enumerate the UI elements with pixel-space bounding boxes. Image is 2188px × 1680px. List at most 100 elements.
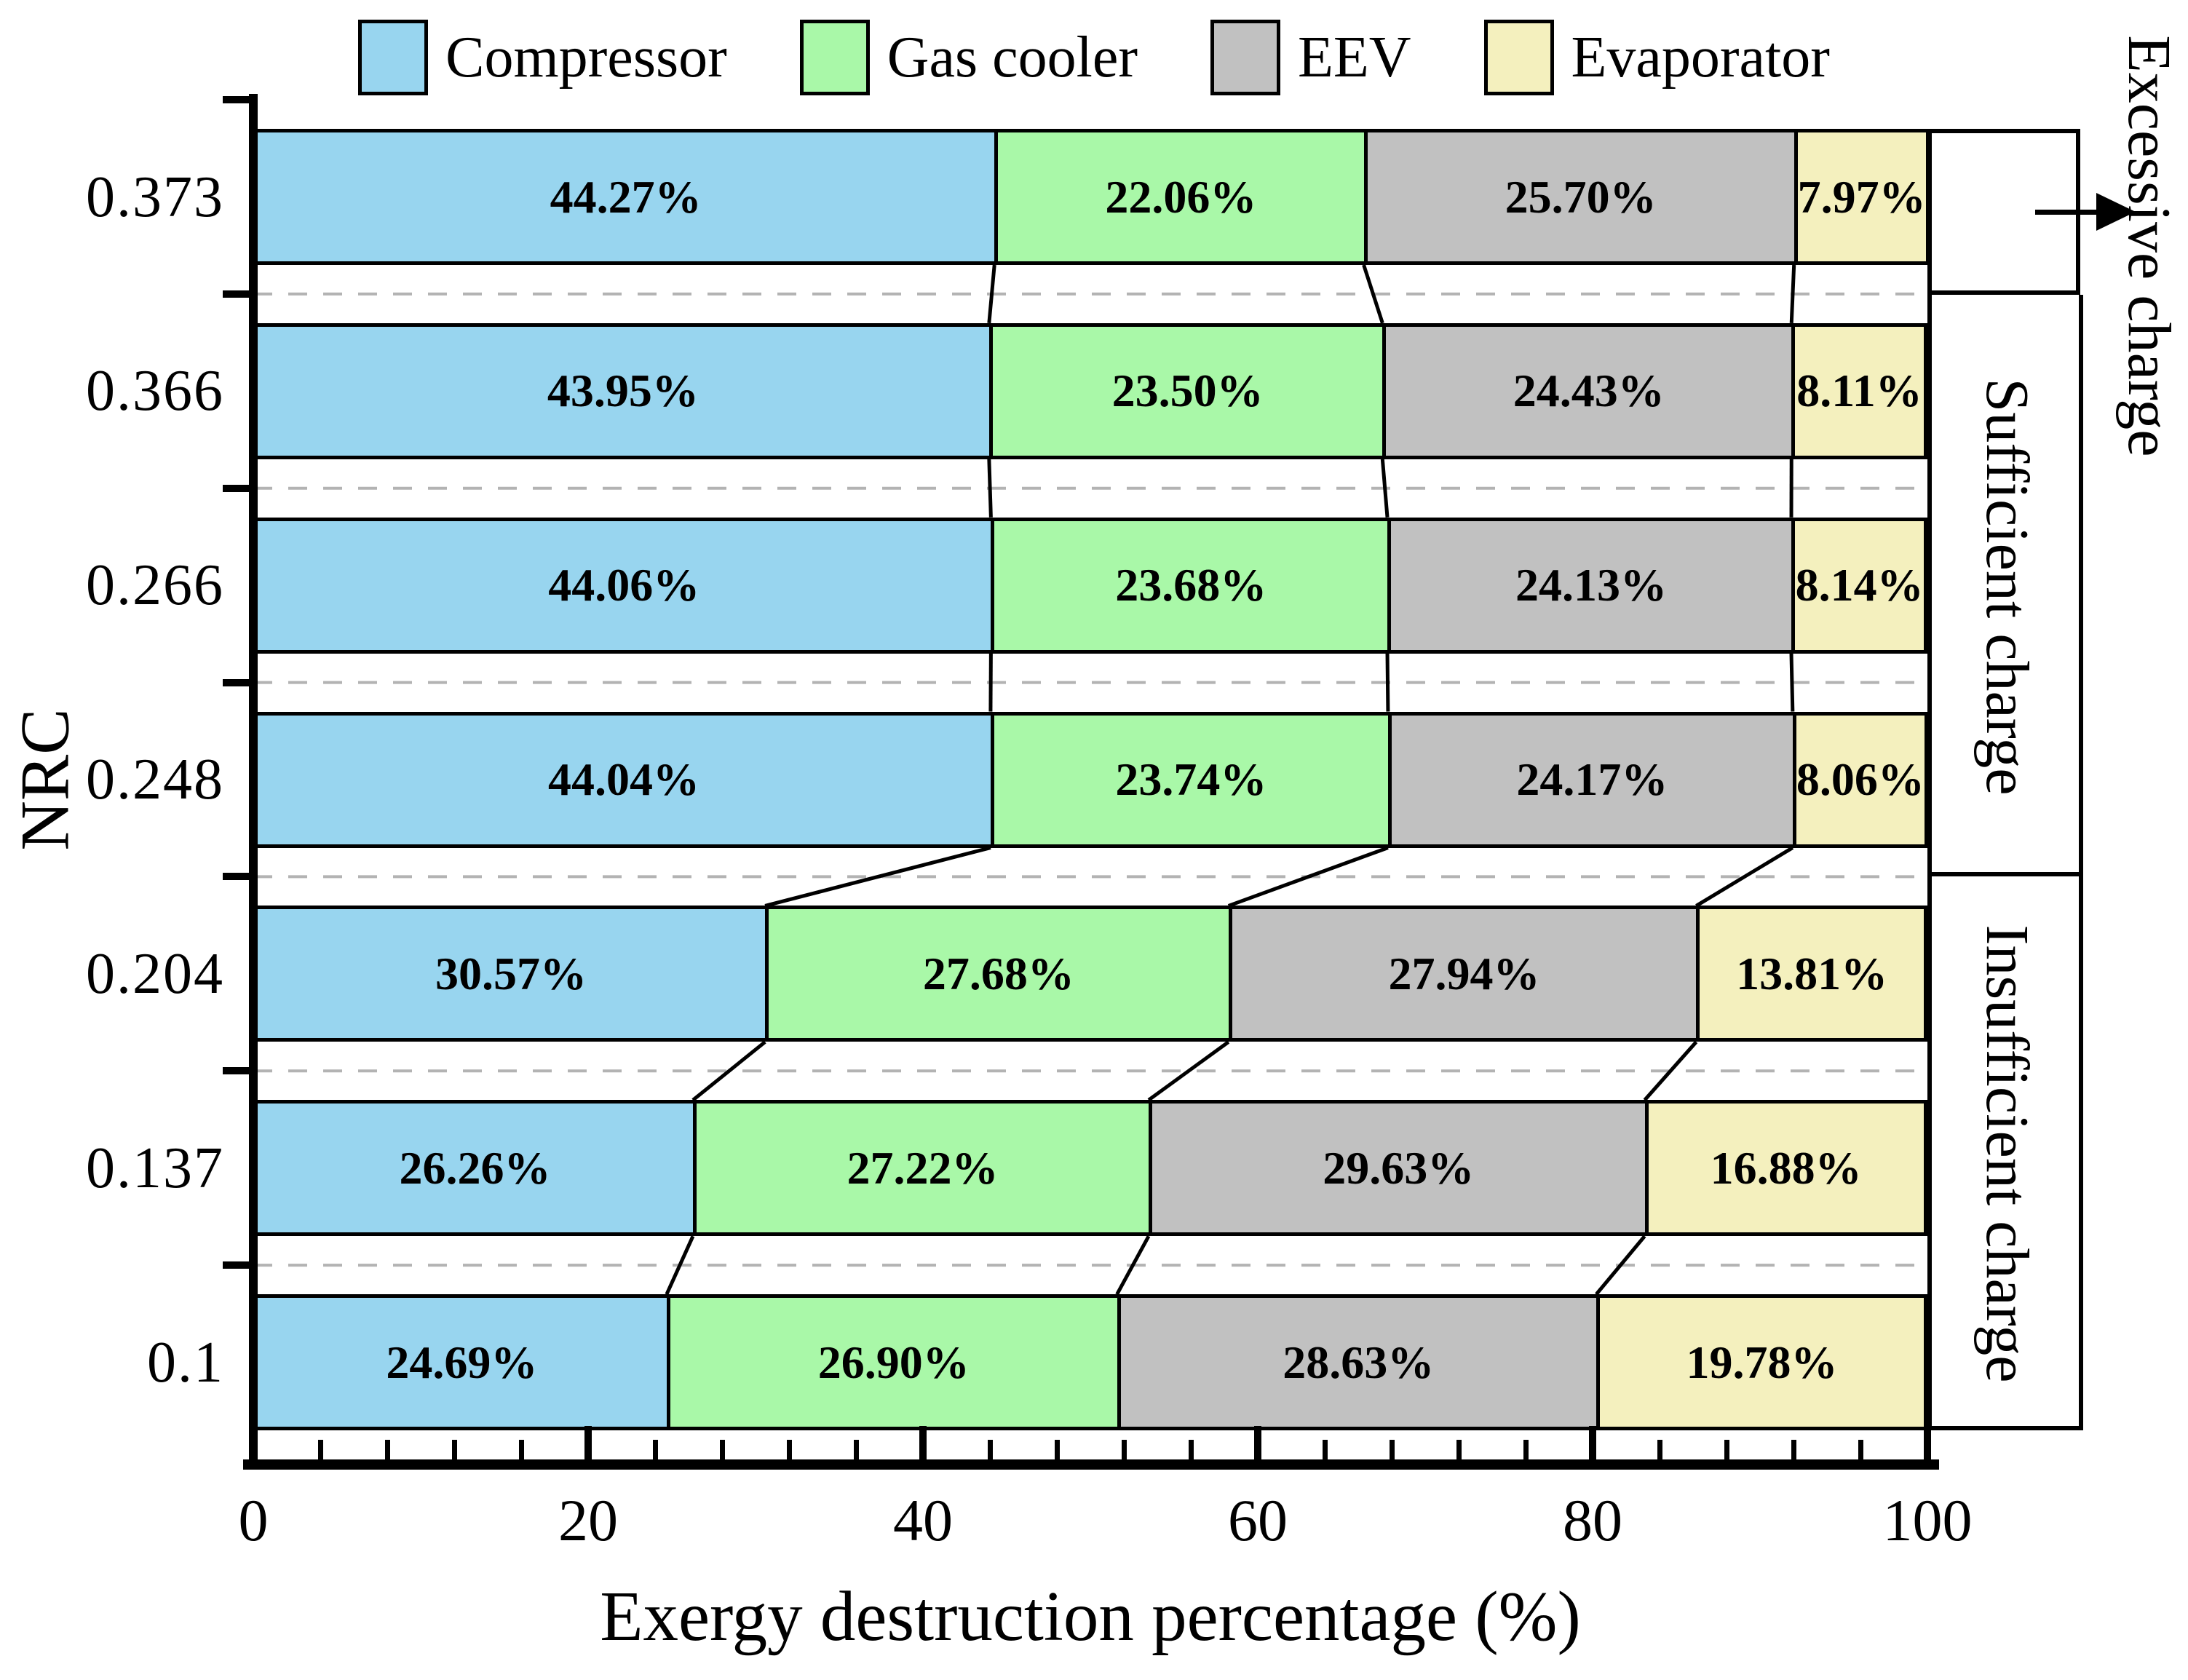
plot-area: 44.27% 22.06% 25.70% 7.97% 43.95% 23.50% 24.43… xyxy=(253,100,1930,1459)
arrow-line xyxy=(2035,210,2108,215)
bar-segment-evaporator: 8.11% xyxy=(1791,322,1927,459)
y-tick-label: 0.266 xyxy=(86,553,224,618)
legend-item-label: EEV xyxy=(1298,25,1411,90)
x-minor-tick xyxy=(1121,1440,1127,1459)
x-minor-tick xyxy=(652,1440,658,1459)
segment-connector-line xyxy=(1362,264,1384,324)
bar-segment-compressor: 44.27% xyxy=(253,129,995,265)
x-minor-tick xyxy=(1858,1440,1863,1459)
bar-value-label: 23.50% xyxy=(1111,365,1264,417)
bar-segment-compressor: 24.69% xyxy=(253,1294,667,1431)
x-minor-tick xyxy=(1657,1440,1662,1459)
bar-segment-gas-cooler: 22.06% xyxy=(994,129,1364,265)
bar-segment-eev: 24.43% xyxy=(1382,322,1792,459)
bar-row: 44.04% 23.74% 24.17% 8.06% xyxy=(253,711,1928,848)
bar-segment-gas-cooler: 26.90% xyxy=(666,1294,1117,1431)
legend-swatch-icon xyxy=(1210,20,1281,95)
bar-value-label: 44.27% xyxy=(550,170,702,223)
segment-connector-line xyxy=(691,1040,766,1102)
segment-connector-line xyxy=(764,846,991,908)
bar-segment-compressor: 44.06% xyxy=(253,517,991,654)
segment-connector-line xyxy=(665,1235,695,1296)
bar-row: 24.69% 26.90% 28.63% 19.78% xyxy=(253,1294,1927,1431)
bar-segment-eev: 24.17% xyxy=(1387,711,1793,848)
y-tick xyxy=(223,1067,258,1075)
bar-segment-gas-cooler: 27.22% xyxy=(692,1100,1149,1237)
bar-value-label: 19.78% xyxy=(1686,1336,1838,1388)
bar-segment-gas-cooler: 23.50% xyxy=(988,322,1383,459)
y-tick-label: 0.366 xyxy=(86,359,224,424)
y-tick-label: 0.1 xyxy=(147,1330,224,1395)
segment-connector-line xyxy=(1227,846,1389,908)
x-minor-tick xyxy=(1389,1440,1395,1459)
bar-segment-eev: 28.63% xyxy=(1117,1294,1597,1431)
bar-value-label: 22.06% xyxy=(1105,170,1257,223)
segment-connector-line xyxy=(1695,846,1794,908)
bar-value-label: 29.63% xyxy=(1323,1141,1475,1194)
bar-value-label: 7.97% xyxy=(1797,170,1926,223)
annotation-box-sufficient xyxy=(1927,295,2083,876)
x-minor-tick xyxy=(1724,1440,1729,1459)
y-tick xyxy=(223,1261,258,1269)
y-tick xyxy=(223,678,258,686)
insufficient-charge-label: Insufficient charge xyxy=(1973,924,2041,1383)
x-minor-tick xyxy=(719,1440,725,1459)
y-tick xyxy=(223,96,258,103)
x-major-tick xyxy=(584,1426,592,1459)
legend-item-label: Gas cooler xyxy=(887,25,1138,90)
x-minor-tick xyxy=(1523,1440,1529,1459)
x-tick-label: 0 xyxy=(238,1487,269,1553)
bar-value-label: 24.17% xyxy=(1516,753,1668,806)
bar-segment-eev: 24.13% xyxy=(1387,517,1791,654)
bar-value-label: 16.88% xyxy=(1710,1141,1862,1194)
bar-segment-evaporator: 8.14% xyxy=(1791,517,1928,654)
bar-value-label: 24.43% xyxy=(1513,365,1665,417)
y-axis-label: NRC xyxy=(6,708,84,851)
bar-value-label: 26.90% xyxy=(817,1336,970,1388)
bar-value-label: 13.81% xyxy=(1736,947,1888,999)
bar-segment-compressor: 26.26% xyxy=(253,1100,693,1237)
legend-swatch-icon xyxy=(799,20,870,95)
bar-segment-evaporator: 16.88% xyxy=(1644,1100,1927,1237)
x-tick-label: 20 xyxy=(558,1487,618,1553)
x-major-tick xyxy=(250,1426,257,1459)
bar-value-label: 44.06% xyxy=(548,559,700,611)
x-minor-tick xyxy=(1054,1440,1060,1459)
legend-item-gas-cooler: Gas cooler xyxy=(799,20,1138,95)
x-tick-label: 100 xyxy=(1882,1487,1973,1553)
bar-row: 44.06% 23.68% 24.13% 8.14% xyxy=(253,517,1928,654)
segment-connector-line xyxy=(1789,653,1795,712)
bar-value-label: 23.68% xyxy=(1115,559,1267,611)
x-minor-tick xyxy=(853,1440,859,1459)
bar-value-label: 44.04% xyxy=(547,753,699,806)
bar-value-label: 24.69% xyxy=(386,1336,538,1388)
segment-connector-line xyxy=(987,459,993,518)
bar-value-label: 27.94% xyxy=(1388,947,1540,999)
x-tick-label: 60 xyxy=(1228,1487,1288,1553)
x-minor-tick xyxy=(384,1440,390,1459)
legend-item-evaporator: Evaporator xyxy=(1483,20,1830,95)
bar-segment-compressor: 30.57% xyxy=(253,906,766,1042)
bar-value-label: 27.22% xyxy=(847,1141,999,1194)
bar-segment-compressor: 43.95% xyxy=(253,322,989,459)
annotation-box-insufficient xyxy=(1927,876,2083,1430)
x-major-tick xyxy=(1924,1426,1931,1459)
bar-segment-gas-cooler: 27.68% xyxy=(765,906,1229,1042)
bar-row: 43.95% 23.50% 24.43% 8.11% xyxy=(253,322,1927,459)
segment-connector-line xyxy=(1385,653,1390,712)
y-axis-spine xyxy=(249,94,258,1470)
bar-value-label: 24.13% xyxy=(1515,559,1667,611)
segment-connector-line xyxy=(1643,1040,1698,1101)
legend-swatch-icon xyxy=(1483,20,1554,95)
segment-connector-line xyxy=(1789,264,1796,323)
x-minor-tick xyxy=(518,1440,524,1459)
x-minor-tick xyxy=(987,1440,993,1459)
y-tick xyxy=(223,290,258,298)
arrow-head-icon xyxy=(2096,193,2136,231)
connector-lines xyxy=(253,264,1927,1296)
x-major-tick xyxy=(1254,1426,1261,1459)
bar-segment-gas-cooler: 23.68% xyxy=(991,517,1387,654)
x-minor-tick xyxy=(451,1440,457,1459)
bar-value-label: 43.95% xyxy=(547,365,699,417)
